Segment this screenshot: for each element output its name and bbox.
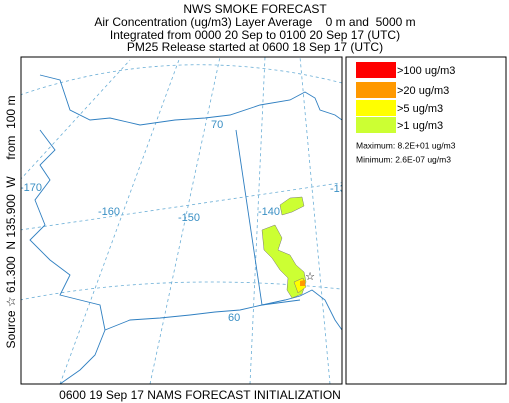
map-label: -170 [20,182,42,194]
legend-frame [345,56,507,385]
legend-label: >5 ug/m3 [397,103,443,115]
side-label: Source ☆ 61.300 N 135.900 W from 100 m [4,96,18,349]
source-marker: ☆ [305,271,315,283]
title: NWS SMOKE FORECAST [183,2,327,16]
map-label: -150 [178,212,200,224]
maximum: Maximum: 8.2E+01 ug/m3 [356,140,456,150]
footer: 0600 19 Sep 17 NAMS FORECAST INITIALIZAT… [59,388,341,402]
map-label: -130 [330,183,352,195]
map-label: -160 [98,206,120,218]
map-frame [20,56,343,385]
map-label: 70 [211,119,223,131]
legend-label: >1 ug/m3 [397,120,443,132]
map: ☆ 70 -170 -160 -150 -140 -130 60 [20,57,352,384]
map-labels: 70 -170 -160 -150 -140 -130 60 [20,119,352,324]
coastline [29,74,342,384]
legend-label: >20 ug/m3 [397,85,449,97]
legend-label: >100 ug/m3 [397,65,455,77]
subtitle: Air Concentration (ug/m3) Layer Average … [94,15,415,29]
legend-swatch [356,82,396,98]
map-label: 60 [228,312,240,324]
header: NWS SMOKE FORECAST Air Concentration (ug… [94,2,415,54]
legend-swatch [356,117,396,133]
legend-swatch [356,100,396,116]
legend: Maximum: 8.2E+01 ug/m3 Minimum: 2.6E-07 … [356,62,456,164]
smoke-plume: ☆ [261,196,315,299]
subtitle: PM25 Release started at 0600 18 Sep 17 (… [127,40,383,54]
minimum: Minimum: 2.6E-07 ug/m3 [356,154,451,164]
legend-swatch [356,62,396,78]
subtitle: Integrated from 0000 20 Sep to 0100 20 S… [110,28,400,42]
map-label: -140 [258,206,280,218]
